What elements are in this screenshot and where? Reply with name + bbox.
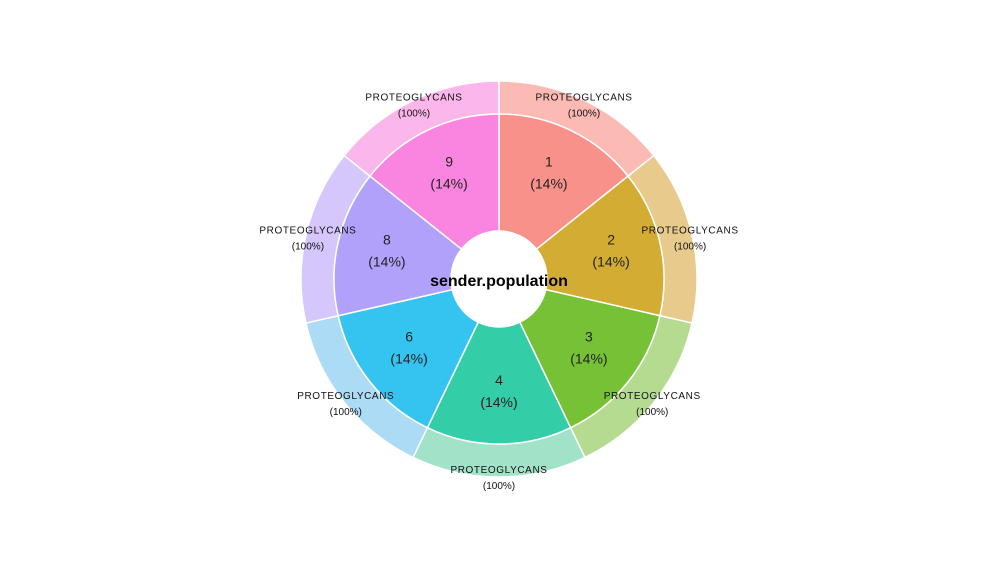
- inner-slice-percent: (14%): [390, 351, 427, 367]
- inner-slice-percent: (14%): [430, 175, 467, 191]
- outer-slice-label: PROTEOGLYCANS: [297, 391, 394, 402]
- outer-slice-label: PROTEOGLYCANS: [450, 465, 547, 476]
- outer-slice-percent: (100%): [483, 481, 515, 492]
- inner-slice-percent: (14%): [530, 175, 567, 191]
- inner-slice-2: [535, 175, 665, 317]
- chart-labels: 1 (14%) 2 (14%) 3 (14%) 4 (14%) 6 (14%) 8 (14%) 9 (14…: [259, 92, 738, 492]
- inner-slice-percent: (14%): [570, 351, 607, 367]
- outer-slice-label: PROTEOGLYCANS: [259, 225, 356, 236]
- inner-slice-label: 9: [445, 153, 453, 169]
- inner-slice-percent: (14%): [368, 253, 405, 269]
- inner-ring: [333, 113, 665, 445]
- inner-slice-percent: (14%): [592, 253, 629, 269]
- inner-slice-8: [333, 175, 463, 317]
- outer-slice-label: PROTEOGLYCANS: [365, 92, 462, 103]
- inner-slice-label: 6: [405, 329, 413, 345]
- inner-slice-label: 1: [545, 153, 553, 169]
- outer-slice-label: PROTEOGLYCANS: [642, 225, 739, 236]
- outer-slice-percent: (100%): [568, 108, 600, 119]
- outer-slice-label: PROTEOGLYCANS: [604, 391, 701, 402]
- inner-slice-label: 8: [383, 231, 391, 247]
- inner-slice-label: 4: [495, 372, 503, 388]
- inner-slice-label: 3: [585, 329, 593, 345]
- inner-slice-3: [518, 288, 661, 429]
- inner-slice-percent: (14%): [480, 394, 517, 410]
- outer-slice-percent: (100%): [636, 407, 668, 418]
- inner-slice-4: [426, 321, 572, 445]
- outer-slice-percent: (100%): [398, 108, 430, 119]
- outer-slice-label: PROTEOGLYCANS: [536, 92, 633, 103]
- outer-slice-percent: (100%): [330, 407, 362, 418]
- chart-title: sender.population: [430, 273, 568, 290]
- inner-slice-6: [337, 288, 480, 429]
- inner-slice-1: [498, 113, 630, 251]
- inner-slice-label: 2: [607, 231, 615, 247]
- inner-slice-9: [368, 113, 500, 251]
- outer-slice-percent: (100%): [292, 241, 324, 252]
- outer-slice-percent: (100%): [674, 241, 706, 252]
